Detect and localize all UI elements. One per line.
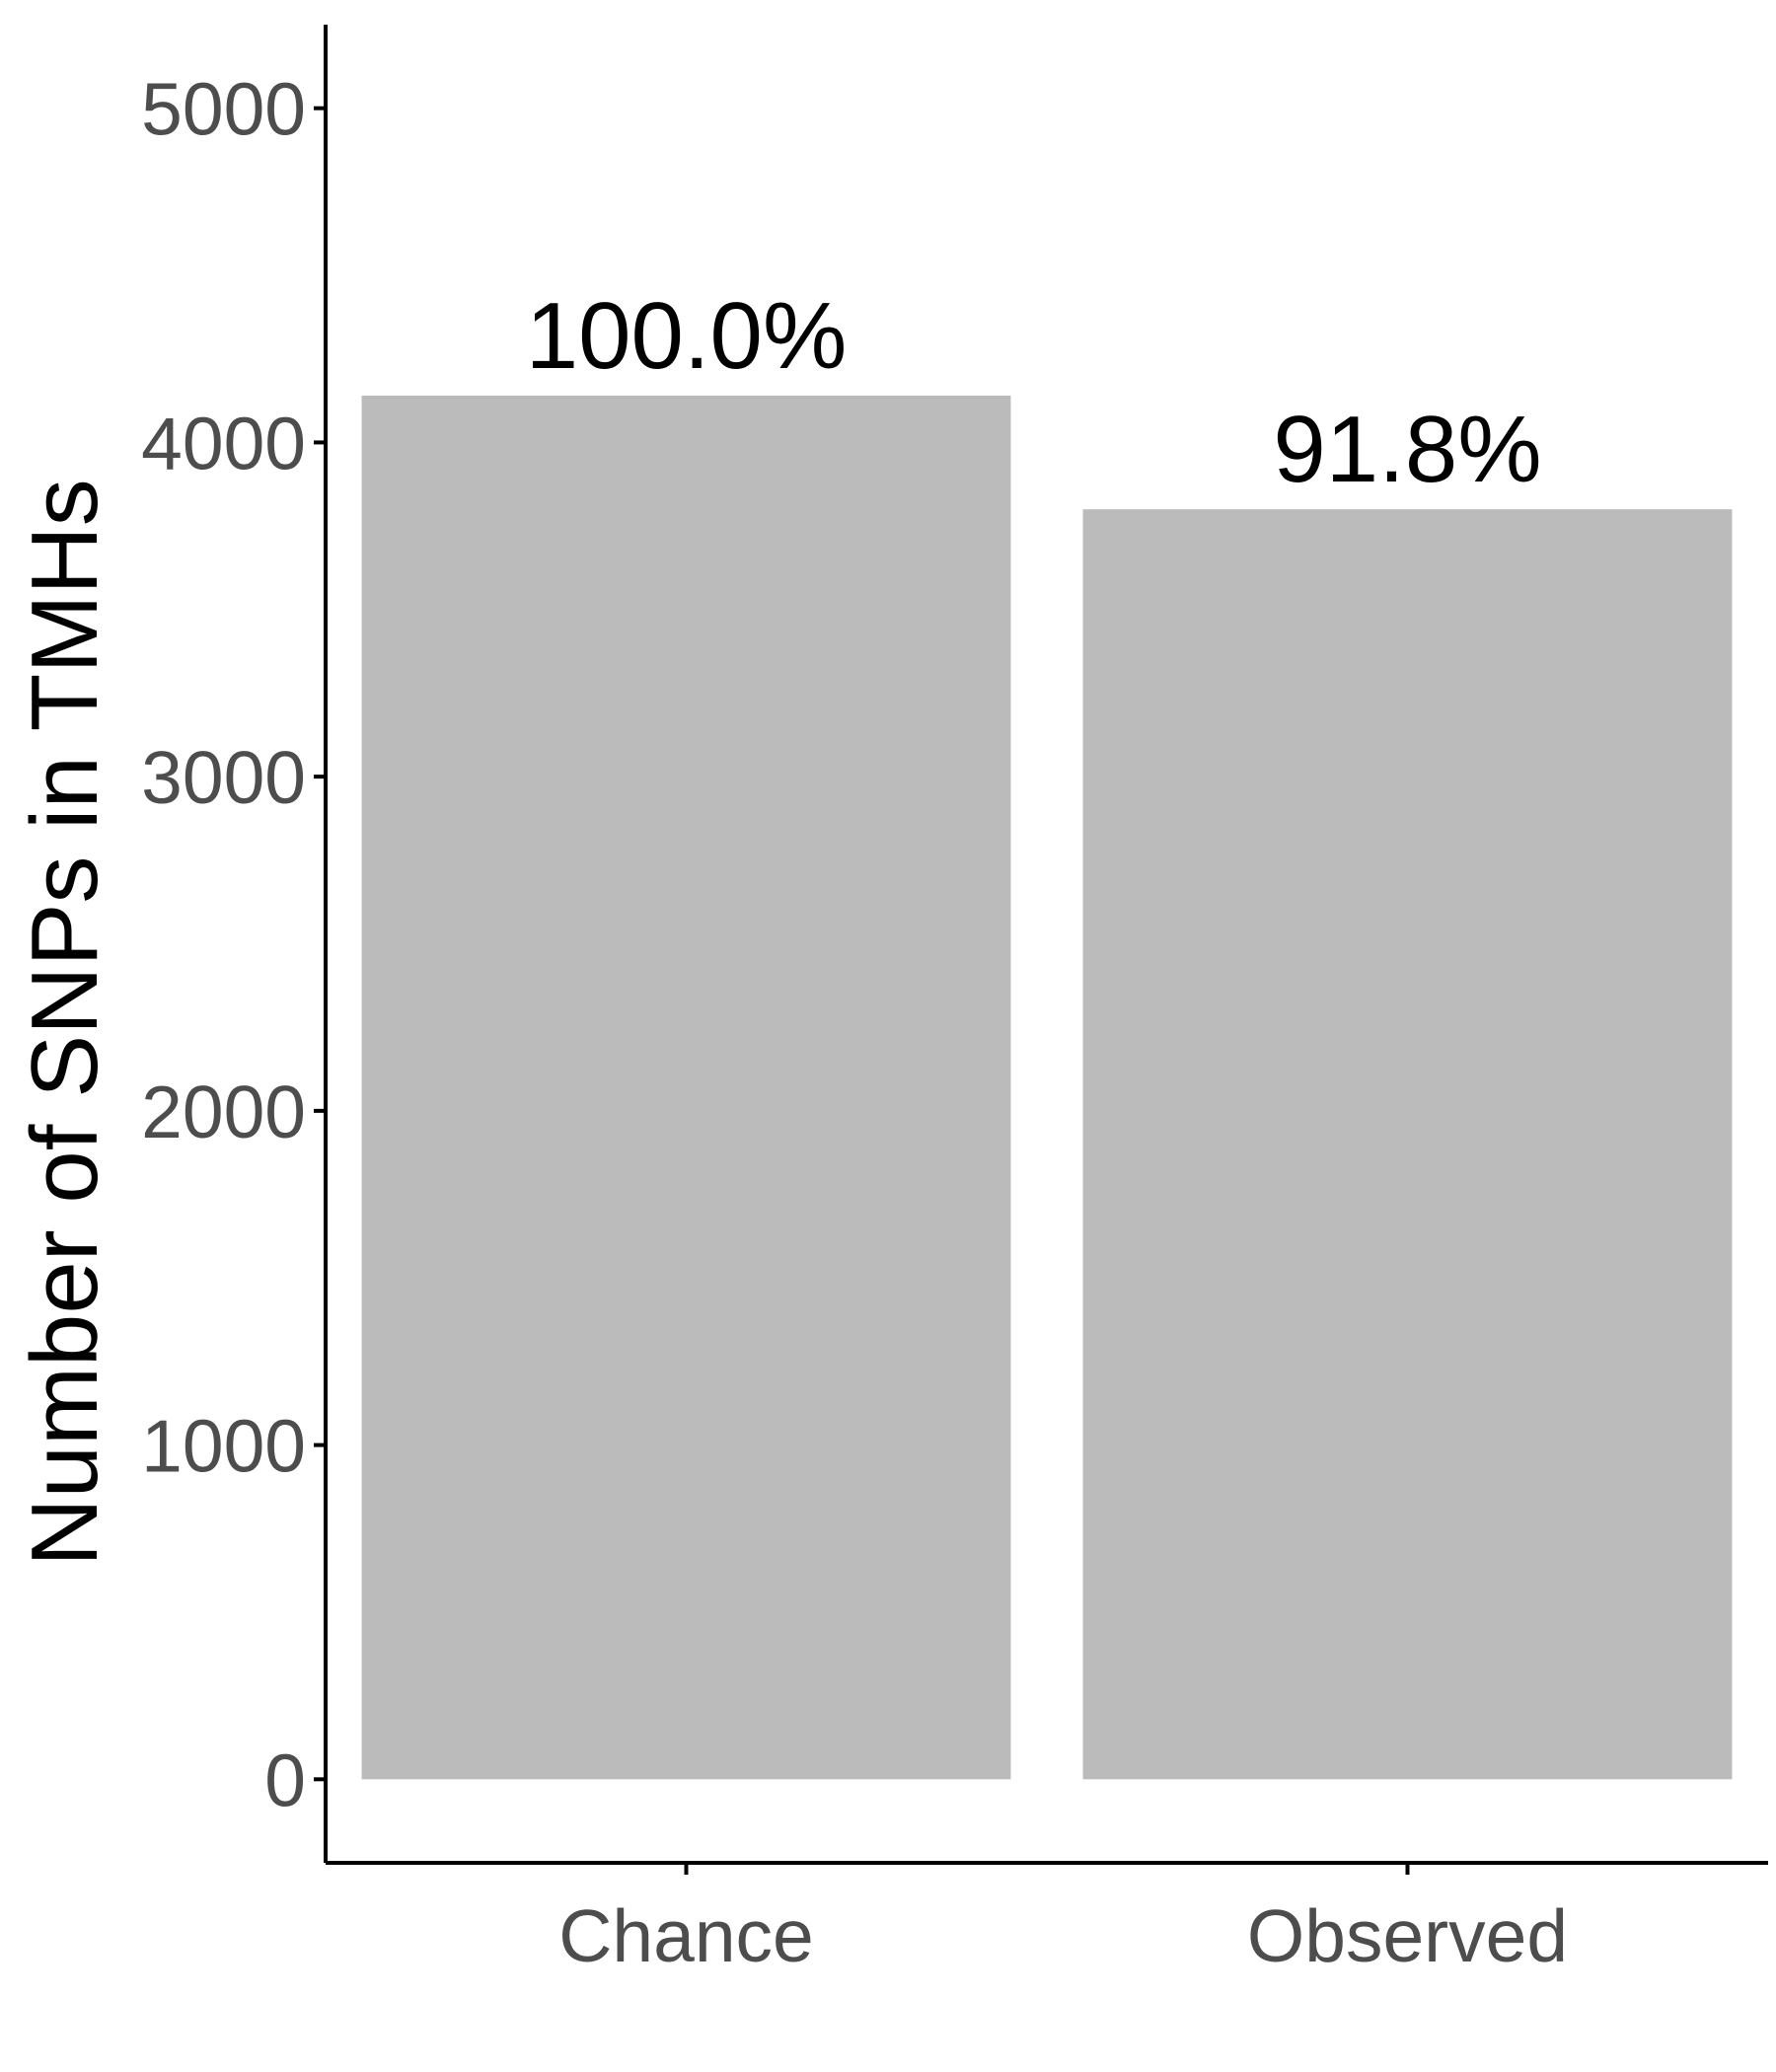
bar-observed [1082,509,1733,1780]
bars [361,395,1733,1780]
bar-data-label: 91.8% [1273,397,1541,502]
y-tick-label: 5000 [141,68,306,151]
x-axis-ticks: Chance Observed [558,1863,1568,1977]
x-tick-label: Observed [1247,1894,1568,1977]
y-tick-label: 1000 [141,1405,306,1488]
y-axis-ticks: 0 1000 2000 3000 4000 5000 [141,68,326,1821]
bar-chance [361,395,1011,1780]
y-tick-label: 4000 [141,402,306,484]
y-tick-label: 0 [264,1739,306,1821]
bar-data-labels: 100.0% 91.8% [526,283,1542,502]
y-axis-title: Number of SNPs in TMHs [12,479,117,1567]
y-tick-label: 2000 [141,1071,306,1153]
x-tick-label: Chance [558,1894,814,1977]
y-tick-label: 3000 [141,736,306,819]
bar-data-label: 100.0% [526,283,848,389]
